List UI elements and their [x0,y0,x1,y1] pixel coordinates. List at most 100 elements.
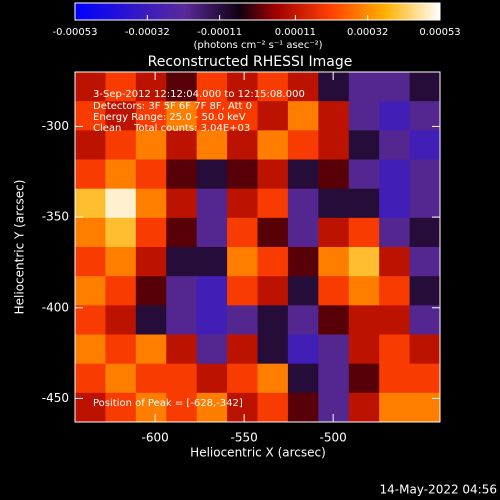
timestamp: 14-May-2022 04:56 [380,483,497,497]
heatmap-cell [75,247,106,277]
heatmap-cell [348,363,380,394]
heatmap-cell [135,101,167,131]
y-axis-label: Heliocentric Y (arcsec) [13,180,27,315]
heatmap-cell [379,101,411,131]
heatmap-cell [196,217,228,248]
heatmap-cell [227,188,258,219]
y-tick-label: -400 [42,300,69,314]
heatmap-cell [379,392,411,423]
heatmap-cell [287,363,319,394]
heatmap-cell [227,130,258,160]
heatmap-cell [257,334,289,365]
heatmap-cell [105,392,137,423]
heatmap-cell [379,276,411,306]
heatmap-cell [196,392,228,423]
heatmap-cell [105,159,137,190]
heatmap-cell [409,392,441,423]
heatmap-cell [287,392,319,423]
heatmap-cell [196,247,228,277]
heatmap-cell [318,217,350,248]
heatmap-cell [166,363,198,394]
heatmap-cell [409,188,441,219]
heatmap-cell [75,217,106,248]
heatmap-cell [227,363,258,394]
heatmap-cell [105,276,137,306]
heatmap-cell [409,217,441,248]
heatmap-cell [227,334,258,365]
colorbar-tick-label: -0.00011 [197,27,242,38]
heatmap-cell [257,101,289,131]
annotation: Detectors: 3F 5F 6F 7F 8F, Att 0 [93,101,252,112]
heatmap-cell [227,159,258,190]
heatmap-cell [287,305,319,335]
heatmap-cell [166,72,198,102]
heatmap-cell [105,72,137,102]
heatmap-cell [348,101,380,131]
heatmap-cell [409,159,441,190]
heatmap-cell [166,101,198,131]
heatmap-cell [135,334,167,365]
chart-title: Reconstructed RHESSI Image [148,54,353,70]
heatmap-cell [287,188,319,219]
y-tick-label: -350 [42,210,69,224]
heatmap-cell [348,247,380,277]
heatmap-cell [166,247,198,277]
heatmap-cell [75,188,106,219]
heatmap-cell [257,247,289,277]
heatmap-cell [409,305,441,335]
heatmap-cell [135,305,167,335]
x-tick-label: -500 [320,431,347,445]
heatmap-cell [287,101,319,131]
heatmap-cell [379,188,411,219]
heatmap-cell [135,130,167,160]
heatmap-cell [105,101,137,131]
heatmap-cell [379,72,411,102]
x-tick-label: -600 [142,431,169,445]
heatmap-cell [318,188,350,219]
heatmap-cell [135,188,167,219]
colorbar-tick-label: -0.00032 [125,27,170,38]
colorbar-tick-label: -0.00053 [53,27,98,38]
heatmap-cell [105,188,137,219]
heatmap-cell [318,130,350,160]
heatmap-cell [227,305,258,335]
heatmap-cell [135,159,167,190]
heatmap-cell [135,276,167,306]
heatmap-cell [379,334,411,365]
heatmap-cell [75,72,106,102]
x-axis-label: Heliocentric X (arcsec) [190,446,326,460]
heatmap-cell [135,392,167,423]
heatmap-cell [348,392,380,423]
heatmap-cell [75,101,106,131]
heatmap-cell [348,130,380,160]
y-tick-label: -300 [42,119,69,133]
heatmap-cell [409,276,441,306]
heatmap-cell [257,159,289,190]
heatmap-cell [257,72,289,102]
colorbar [74,2,441,21]
heatmap-cell [318,363,350,394]
heatmap-cell [257,363,289,394]
heatmap-cell [105,305,137,335]
heatmap-cell [75,159,106,190]
heatmap-cell [105,217,137,248]
heatmap-cell [166,130,198,160]
colorbar-tick-label: 0.00011 [275,27,316,38]
heatmap-cell [227,392,258,423]
heatmap-cell [318,305,350,335]
heatmap-cell [409,363,441,394]
heatmap-cell [348,276,380,306]
heatmap-cell [379,217,411,248]
colorbar-label: (photons cm⁻² s⁻¹ asec⁻²) [193,40,322,51]
heatmap-cell [196,72,228,102]
heatmap-cell [257,188,289,219]
heatmap-cell [166,305,198,335]
heatmap-cell [227,276,258,306]
y-tick-label: -450 [42,391,69,405]
heatmap-cell [409,247,441,277]
heatmap-cell [287,276,319,306]
heatmap-cell [196,101,228,131]
heatmap-cell [227,72,258,102]
heatmap-cell [75,130,106,160]
heatmap-cell [409,101,441,131]
